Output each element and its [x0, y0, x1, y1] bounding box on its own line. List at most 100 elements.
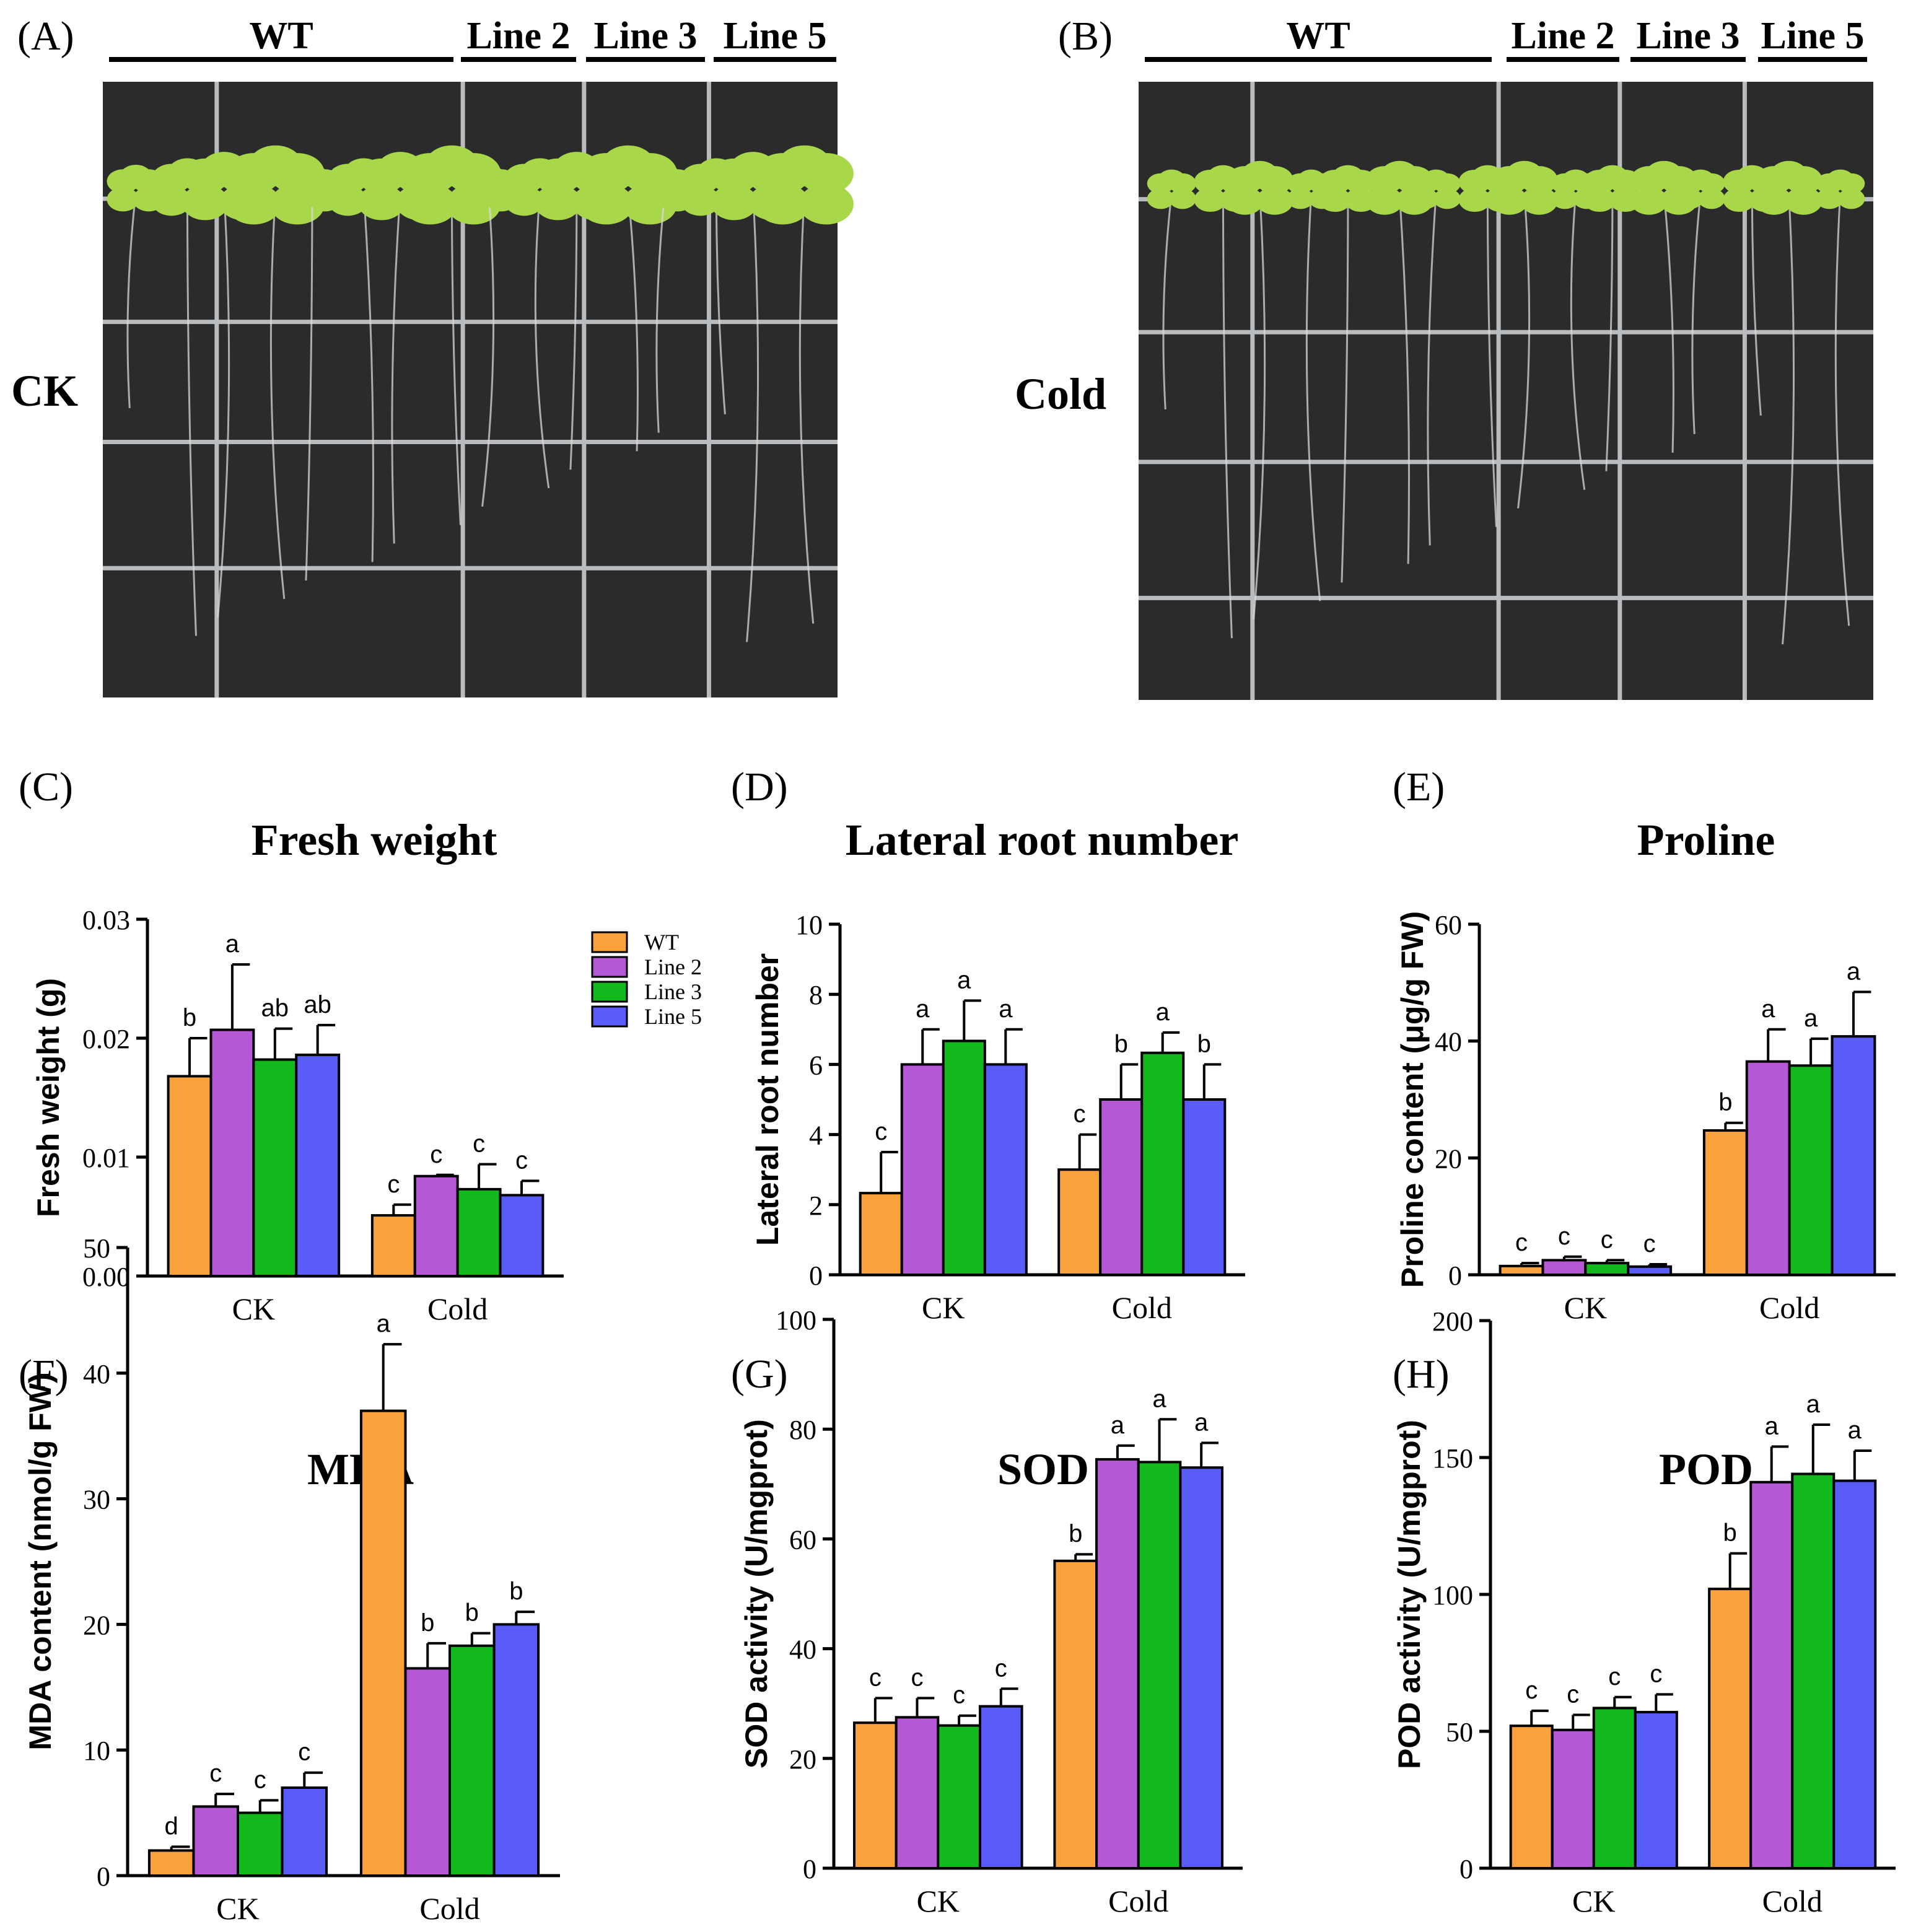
bar-ck-wt [1509, 1724, 1554, 1869]
significance-letter: a [1848, 1417, 1862, 1444]
y-tick-label: 40 [83, 1359, 110, 1389]
significance-letter: a [1152, 1385, 1166, 1412]
significance-letter: a [1804, 1005, 1818, 1032]
bar-cold-line-3 [1788, 1064, 1834, 1276]
significance-letter: c [1525, 1677, 1538, 1704]
bar-ck-line-2 [1541, 1259, 1587, 1276]
seedling-root [126, 192, 137, 408]
y-tick-label: 60 [789, 1524, 816, 1555]
bar-cold-wt [359, 1409, 407, 1877]
seedling-leaf [459, 187, 492, 212]
x-tick-label: CK [1564, 1290, 1607, 1325]
seedling-leaf [1697, 188, 1725, 209]
seedling-leaf [1331, 165, 1364, 190]
seedling-root [450, 192, 462, 525]
group-label-2: Line 3 [593, 15, 697, 57]
seedling-root [1427, 193, 1437, 546]
panel-label-b: (B) [1058, 14, 1113, 59]
condition-label-cold: Cold [1015, 369, 1106, 419]
significance-letter: c [298, 1739, 310, 1766]
y-tick-label: 0.00 [82, 1262, 130, 1292]
y-axis-label: Lateral root number [750, 953, 785, 1246]
significance-letter: a [1806, 1391, 1821, 1418]
seedling-root [627, 192, 639, 452]
significance-letter: c [953, 1682, 965, 1709]
bar-cold-line-3 [449, 1644, 496, 1877]
significance-letter: a [225, 930, 240, 958]
legend-label: Line 2 [644, 955, 702, 979]
panel-label: (H) [1393, 1352, 1450, 1397]
seedling-root [1162, 193, 1173, 410]
seedling-leaf [649, 164, 681, 189]
significance-letter: c [387, 1171, 400, 1198]
significance-letter: b [421, 1609, 434, 1637]
group-label-2: Line 3 [1636, 15, 1739, 57]
seedling-leaf [1816, 188, 1844, 209]
significance-letter: a [1194, 1409, 1209, 1436]
significance-letter: a [1111, 1412, 1125, 1439]
bar-cold-wt [1053, 1559, 1098, 1870]
seedling-leaf [1433, 188, 1461, 209]
seedling-leaf [799, 183, 854, 225]
seedling-root [217, 192, 230, 618]
significance-letter: c [209, 1760, 222, 1787]
seedling-leaf [1297, 169, 1325, 190]
photo-panel-a: (A) CK WT Line 2 Line 3 Line 5 [11, 14, 854, 697]
significance-letter: c [515, 1147, 528, 1174]
legend-swatch [591, 931, 628, 953]
seedling-leaf [1826, 169, 1854, 190]
bar-ck-line-3 [937, 1724, 981, 1869]
bar-cold-wt [370, 1214, 416, 1277]
chart-mda: (F)MDA01020304050MDA content (nmol/g FW)… [19, 1233, 560, 1926]
seedling-root [1663, 193, 1674, 453]
seedling-leaf [357, 185, 405, 221]
seedling-leaf [636, 187, 668, 212]
y-axis-label: MDA content (nmol/g FW) [23, 1373, 58, 1750]
y-tick-label: 6 [809, 1050, 823, 1080]
significance-letter: c [1567, 1681, 1579, 1708]
legend-label: WT [644, 930, 679, 955]
seedling-leaf [1319, 188, 1352, 212]
seedling-leaf [328, 186, 368, 216]
seedling-root [1305, 193, 1321, 601]
bar-cold-line-2 [1749, 1480, 1794, 1869]
y-tick-label: 0.03 [82, 905, 130, 935]
panel-label: (G) [731, 1352, 788, 1397]
bar-ck-line-3 [942, 1039, 986, 1277]
seedling-leaf [680, 186, 720, 216]
seedling-root [655, 192, 666, 433]
seedling-leaf [1596, 165, 1629, 190]
seedling-root [1486, 193, 1497, 527]
y-tick-label: 0 [803, 1854, 816, 1884]
significance-letter: b [465, 1599, 479, 1627]
y-tick-label: 20 [1435, 1143, 1462, 1174]
y-axis-label: SOD activity (U/mgprot) [739, 1419, 774, 1768]
bar-cold-line-5 [1179, 1466, 1223, 1869]
seedling-root [1341, 193, 1349, 583]
legend-label: Line 3 [644, 979, 702, 1004]
bar-ck-line-5 [983, 1063, 1028, 1277]
seedling-root [1253, 193, 1266, 620]
seedling-leaf [1287, 188, 1315, 209]
seedling-root [1782, 193, 1795, 645]
x-tick-label: CK [1572, 1884, 1615, 1918]
significance-letter: c [911, 1664, 923, 1691]
significance-letter: c [1558, 1223, 1570, 1250]
bar-ck-line-5 [295, 1053, 341, 1277]
panel-label: (D) [731, 764, 788, 810]
seedling-leaf [1645, 160, 1683, 189]
bar-ck-wt [147, 1849, 195, 1877]
bar-ck-line-5 [1627, 1265, 1673, 1277]
bar-ck-line-2 [895, 1716, 940, 1870]
seedling-leaf [120, 164, 152, 189]
y-tick-label: 0.02 [82, 1024, 130, 1054]
seedling-leaf [1505, 160, 1543, 189]
seedling-leaf [1490, 186, 1528, 215]
bar-cold-line-2 [1745, 1060, 1791, 1277]
legend-swatch [591, 956, 628, 978]
bar-ck-line-5 [978, 1705, 1023, 1869]
x-tick-label: Cold [1762, 1884, 1823, 1918]
significance-letter: c [995, 1654, 1007, 1682]
